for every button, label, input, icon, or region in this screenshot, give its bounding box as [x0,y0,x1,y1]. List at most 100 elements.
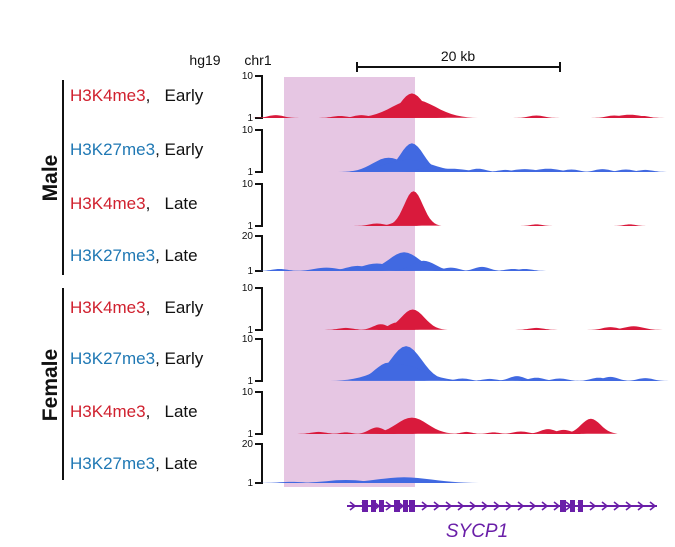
track-stage-label: Late [165,454,198,473]
track-separator: , [155,140,164,159]
signal-peak [587,376,634,381]
track-ymax: 10 [242,71,254,82]
track-6: H3K27me3, Early 10 1 [70,334,669,387]
track-mark-label: H3K27me3 [70,140,155,159]
signal-peak [322,327,370,330]
gene-strand-arrow [541,501,549,511]
gene-strand-arrow [421,501,429,511]
signal-peak [377,309,448,330]
gene-strand-arrow [649,501,657,511]
track-ymax: 20 [242,231,254,242]
track-ymin: 1 [247,113,253,124]
track-ymax: 10 [242,125,254,136]
track-label: H3K27me3, Late [70,454,198,473]
track-ymin: 1 [247,266,253,277]
gene-model: SYCP1 [347,500,657,542]
signal-peak [612,224,648,226]
signal-peak [322,477,486,483]
track-stage-label: Early [165,86,204,105]
gene-strand-arrow [577,501,585,511]
gene-exon [578,500,583,512]
track-stage-label: Early [165,140,204,159]
signal-peak [513,115,560,118]
track-mark-label: H3K4me3 [70,194,146,213]
signal-peak [536,378,584,381]
signal-peak [448,431,484,434]
gene-exon [379,500,384,512]
signal-peak [458,266,506,271]
signal-peak [501,269,549,271]
gene-exon [403,500,408,512]
track-axis [255,183,263,227]
gene-strand-arrow [601,501,609,511]
track-stage-label: Late [165,246,198,265]
track-label: H3K27me3, Late [70,246,198,265]
track-stage-label: Late [165,194,198,213]
track-label: H3K4me3, Late [70,194,198,213]
track-label: H3K4me3, Early [70,86,204,105]
track-ymax: 20 [242,439,254,450]
gene-exon [394,500,400,512]
signal-peak [256,269,303,271]
track-separator: , [146,86,165,105]
genome-label: hg19 [189,52,220,68]
track-axis [255,338,263,382]
gene-strand-arrow [373,501,381,511]
track-ymax: 10 [242,283,254,294]
gene-strand-arrow [385,501,393,511]
track-mark-label: H3K27me3 [70,349,155,368]
gene-exon [570,500,575,512]
gene-features [349,500,657,512]
signal-peak [625,116,661,118]
signal-peak [365,417,459,434]
signal-peak [338,159,479,172]
chromosome-label: chr1 [244,52,271,68]
signal-peak [548,169,595,172]
track-8: H3K27me3, Late 20 1 [70,439,486,489]
signal-peak [513,377,560,381]
track-axis [255,235,263,272]
signal-peak [622,169,669,172]
gene-strand-arrow [529,501,537,511]
track-axis [255,391,263,435]
track-separator: , [155,454,164,473]
track-mark-label: H3K4me3 [70,402,146,421]
gene-strand-arrow [361,501,369,511]
group-female: Female [39,288,64,480]
scale-bar: 20 kb [356,48,561,72]
track-stage-label: Late [165,402,198,421]
gene-strand-arrow [505,501,513,511]
track-axis [255,75,263,119]
signal-peak [328,432,364,434]
track-2: H3K27me3, Early 10 1 [70,125,669,178]
track-4: H3K27me3, Late 20 1 [70,231,549,277]
track-ymin: 1 [247,325,253,336]
track-mark-label: H3K4me3 [70,298,146,317]
track-separator: , [146,194,165,213]
track-label: H3K27me3, Early [70,140,204,159]
gene-strand-arrow [469,501,477,511]
track-separator: , [155,349,164,368]
track-ymax: 10 [242,334,254,345]
signal-peak [476,432,512,434]
track-ymax: 10 [242,387,254,398]
gene-strand-arrow [553,501,561,511]
signal-peak [388,260,459,271]
gene-strand-arrow [409,501,417,511]
gene-strand-arrow [445,501,453,511]
gene-exon [409,500,415,512]
gene-strand-arrow [517,501,525,511]
signal-peak [604,326,663,330]
gene-name-label: SYCP1 [446,521,508,542]
signal-peak [518,224,554,226]
signal-peak [427,267,475,271]
gene-exon [362,500,368,512]
gene-exon [560,500,566,512]
track-3: H3K4me3, Late 10 1 [70,179,648,232]
track-mark-label: H3K27me3 [70,454,155,473]
track-1: H3K4me3, Early 10 1 [70,71,665,124]
gene-strand-arrow [349,501,357,511]
signal-peak [513,327,560,330]
